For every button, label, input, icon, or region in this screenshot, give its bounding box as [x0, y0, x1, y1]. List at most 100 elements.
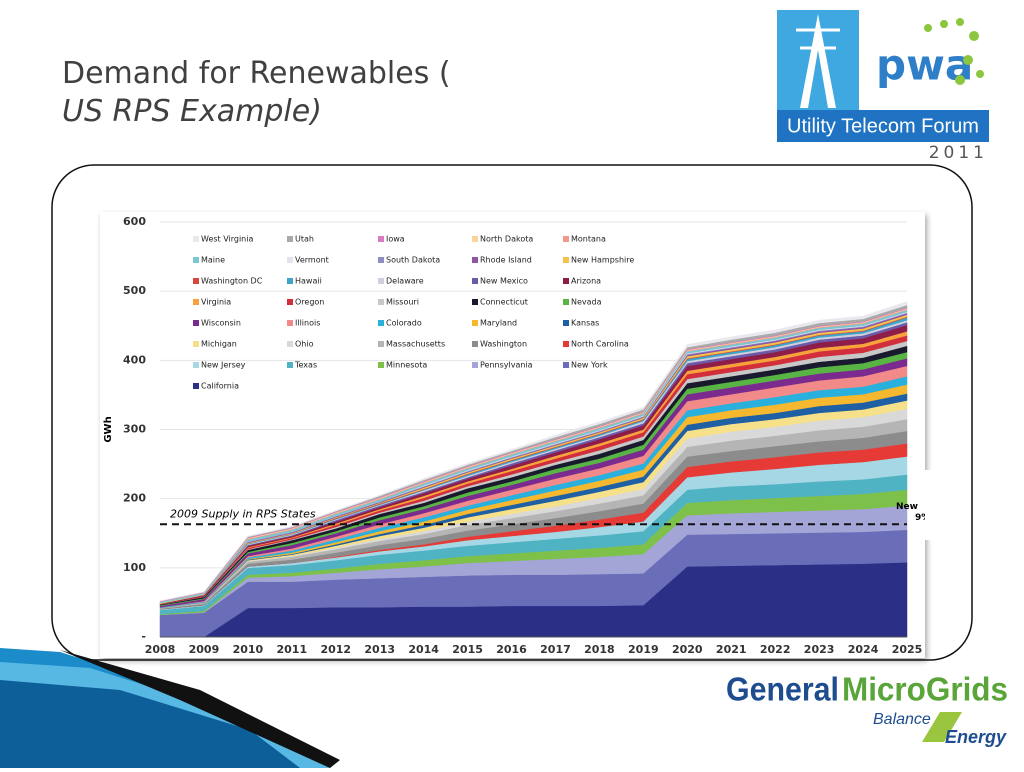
legend-label: Texas: [294, 361, 317, 370]
legend-label: Arizona: [571, 277, 601, 286]
x-tick-label: 2008: [145, 643, 176, 656]
edge-label: New: [896, 502, 918, 512]
title-part: Demand for Renewables (: [62, 56, 451, 91]
logo-year: 2011: [929, 143, 988, 163]
legend-label: Virginia: [201, 298, 231, 307]
legend-swatch: [563, 236, 569, 242]
legend-swatch: [472, 320, 478, 326]
legend-label: Montana: [571, 235, 606, 244]
x-tick-label: 2021: [716, 643, 747, 656]
title: Demand for Renewables (US RPS Example): [62, 56, 451, 129]
legend-label: New York: [571, 361, 608, 370]
y-tick-label: 400: [123, 353, 146, 366]
y-tick-label: 600: [123, 215, 146, 228]
reference-label: 2009 Supply in RPS States: [170, 507, 316, 520]
x-tick-label: 2020: [672, 643, 703, 656]
y-tick-label: 100: [123, 561, 146, 574]
legend-label: North Carolina: [571, 340, 629, 349]
legend-swatch: [287, 236, 293, 242]
legend-swatch: [193, 278, 199, 284]
legend-label: California: [201, 382, 239, 391]
legend-label: Oregon: [295, 298, 324, 307]
logo-tag: Energy: [945, 727, 1007, 747]
legend-swatch: [287, 257, 293, 263]
chart: - 100 200 300 400 500 600 GWh 2008 2009 2010 2011 20…: [103, 215, 955, 656]
legend-swatch: [472, 362, 478, 368]
legend-swatch: [472, 278, 478, 284]
legend-label: Rhode Island: [480, 256, 532, 265]
legend-label: Minnesota: [386, 361, 427, 370]
legend-swatch: [378, 236, 384, 242]
swoosh: [0, 648, 340, 768]
x-tick-label: 2019: [628, 643, 659, 656]
legend-label: West Virginia: [201, 235, 253, 244]
legend-label: Maine: [201, 256, 225, 265]
y-axis-label: GWh: [103, 416, 114, 442]
x-tick-label: 2009: [189, 643, 220, 656]
legend-label: Colorado: [386, 319, 422, 328]
legend-swatch: [563, 299, 569, 305]
legend-swatch: [378, 320, 384, 326]
legend-swatch: [378, 299, 384, 305]
legend-swatch: [287, 299, 293, 305]
legend-label: Delaware: [386, 277, 424, 286]
legend-swatch: [378, 362, 384, 368]
x-tick-label: 2010: [233, 643, 264, 656]
legend-swatch: [287, 341, 293, 347]
legend-swatch: [193, 320, 199, 326]
x-tick-label: 2025: [892, 643, 923, 656]
y-tick-label: 200: [123, 492, 146, 505]
legend-label: Maryland: [480, 319, 517, 328]
legend-swatch: [472, 257, 478, 263]
gmg-logo: General MicroGrids Balance Energy: [726, 671, 1008, 747]
legend-swatch: [193, 341, 199, 347]
x-tick-label: 2024: [848, 643, 879, 656]
logo-tag: Balance: [873, 711, 931, 728]
x-tick-label: 2012: [320, 643, 351, 656]
x-tick-label: 2017: [540, 643, 571, 656]
legend-swatch: [472, 341, 478, 347]
legend-swatch: [563, 257, 569, 263]
logo-name: MicroGrids: [842, 671, 1008, 708]
logo-forum: Utility Telecom Forum: [787, 115, 979, 137]
legend-swatch: [193, 236, 199, 242]
y-tick-label: 500: [123, 284, 146, 297]
legend-label: Wisconsin: [201, 319, 241, 328]
legend-label: Connecticut: [480, 298, 528, 307]
legend-swatch: [193, 383, 199, 389]
legend-label: Utah: [295, 235, 314, 244]
logo-name: General: [726, 671, 839, 708]
legend-label: New Jersey: [201, 361, 246, 370]
legend-label: Hawaii: [295, 277, 322, 286]
legend-label: Massachusetts: [386, 340, 445, 349]
x-tick-label: 2023: [804, 643, 835, 656]
legend-swatch: [287, 320, 293, 326]
x-tick-label: 2013: [364, 643, 395, 656]
legend-label: Kansas: [571, 319, 599, 328]
legend-swatch: [193, 257, 199, 263]
x-tick-label: 2014: [408, 643, 439, 656]
legend-swatch: [472, 236, 478, 242]
x-tick-label: 2018: [584, 643, 615, 656]
legend-swatch: [378, 257, 384, 263]
x-tick-label: 2015: [452, 643, 483, 656]
legend-swatch: [287, 278, 293, 284]
legend-label: Washington: [480, 340, 527, 349]
legend-swatch: [193, 299, 199, 305]
legend-label: Iowa: [386, 235, 405, 244]
legend-swatch: [193, 362, 199, 368]
legend-swatch: [378, 341, 384, 347]
y-tick-label: 300: [123, 423, 146, 436]
legend-label: Pennsylvania: [480, 361, 533, 370]
legend-label: South Dakota: [386, 256, 440, 265]
title-part: US RPS Example): [62, 94, 322, 129]
legend-swatch: [563, 362, 569, 368]
legend-swatch: [472, 299, 478, 305]
legend-label: New Mexico: [480, 277, 528, 286]
legend-swatch: [563, 320, 569, 326]
x-tick-label: 2022: [760, 643, 791, 656]
legend-swatch: [287, 362, 293, 368]
legend-label: Illinois: [295, 319, 320, 328]
area: [159, 301, 908, 602]
